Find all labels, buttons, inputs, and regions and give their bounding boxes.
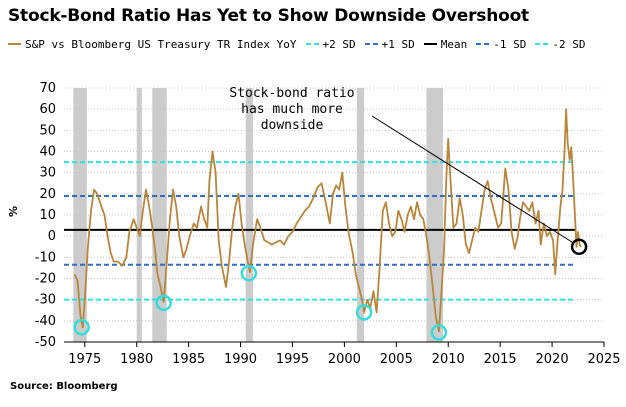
chart-legend: S&P vs Bloomberg US Treasury TR Index Yo… <box>8 33 608 53</box>
trough-highlight-circle <box>240 264 258 282</box>
y-axis-label: % <box>7 205 21 218</box>
trough-highlight-circle <box>430 324 448 341</box>
source-note: Source: Bloomberg <box>10 381 118 392</box>
legend-label: S&P vs Bloomberg US Treasury TR Index Yo… <box>25 37 297 51</box>
legend-swatch <box>8 43 21 45</box>
x-tick-label: 2015 <box>484 352 517 367</box>
y-tick-label: 40 <box>39 145 56 160</box>
trough-highlight-circle <box>355 304 373 321</box>
legend-item: -2 SD <box>535 36 586 53</box>
x-tick-label: 2025 <box>587 352 620 367</box>
chart-title: Stock-Bond Ratio Has Yet to Show Downsid… <box>8 6 529 26</box>
annotation-line-1: Stock-bond ratio <box>229 86 355 101</box>
y-tick-label: -20 <box>35 272 56 287</box>
legend-item: -1 SD <box>476 36 526 53</box>
y-tick-label: 50 <box>39 123 56 138</box>
legend-label: -1 SD <box>493 37 527 51</box>
x-tick-label: 1990 <box>224 352 257 367</box>
annotation-text: Stock-bond ratio has much more downside <box>222 86 362 134</box>
annotation-line-3: downside <box>260 118 324 133</box>
current-value-circle <box>570 238 588 255</box>
annotation-leader-line <box>371 115 574 244</box>
legend-item: +1 SD <box>364 36 415 53</box>
series-line <box>73 108 582 333</box>
x-tick-label: 2010 <box>432 352 465 367</box>
y-tick-label: 0 <box>48 229 56 244</box>
x-tick-label: 1995 <box>276 352 309 367</box>
legend-item: Mean <box>423 36 468 53</box>
x-tick-label: 2020 <box>536 352 569 367</box>
y-tick-label: 20 <box>39 187 56 202</box>
y-tick-label: 60 <box>39 102 56 117</box>
x-tick-label: 2000 <box>328 352 361 367</box>
y-tick-label: 30 <box>39 166 56 181</box>
x-tick-label: 2005 <box>380 352 413 367</box>
y-tick-label: -10 <box>35 250 56 265</box>
legend-swatch <box>535 43 549 45</box>
annotation-arrow <box>371 115 574 244</box>
y-tick-label: 70 <box>39 81 56 96</box>
legend-swatch <box>476 43 490 45</box>
x-tick-label: 1980 <box>120 352 153 367</box>
legend-label: -2 SD <box>552 37 586 51</box>
legend-label: +2 SD <box>322 37 356 51</box>
y-tick-label: 10 <box>39 208 56 223</box>
legend-label: Mean <box>440 37 468 51</box>
legend-swatch <box>423 43 437 45</box>
annotation-line-2: has much more <box>241 102 343 117</box>
legend-swatch <box>305 43 319 45</box>
x-tick-label: 1975 <box>68 352 101 367</box>
y-tick-label: -30 <box>35 293 56 308</box>
legend-swatch <box>364 43 378 45</box>
legend-item: +2 SD <box>305 36 356 53</box>
trough-highlight-circle <box>73 318 90 336</box>
x-tick-label: 1985 <box>172 352 205 367</box>
highlight-circles <box>73 238 588 341</box>
trough-highlight-circle <box>155 294 172 312</box>
legend-label: +1 SD <box>381 37 415 51</box>
recession-band <box>356 88 365 342</box>
series-path <box>73 108 582 333</box>
y-tick-label: -40 <box>35 314 56 329</box>
y-tick-label: -50 <box>35 335 56 350</box>
recession-band <box>245 88 253 342</box>
legend-item: S&P vs Bloomberg US Treasury TR Index Yo… <box>8 36 297 53</box>
